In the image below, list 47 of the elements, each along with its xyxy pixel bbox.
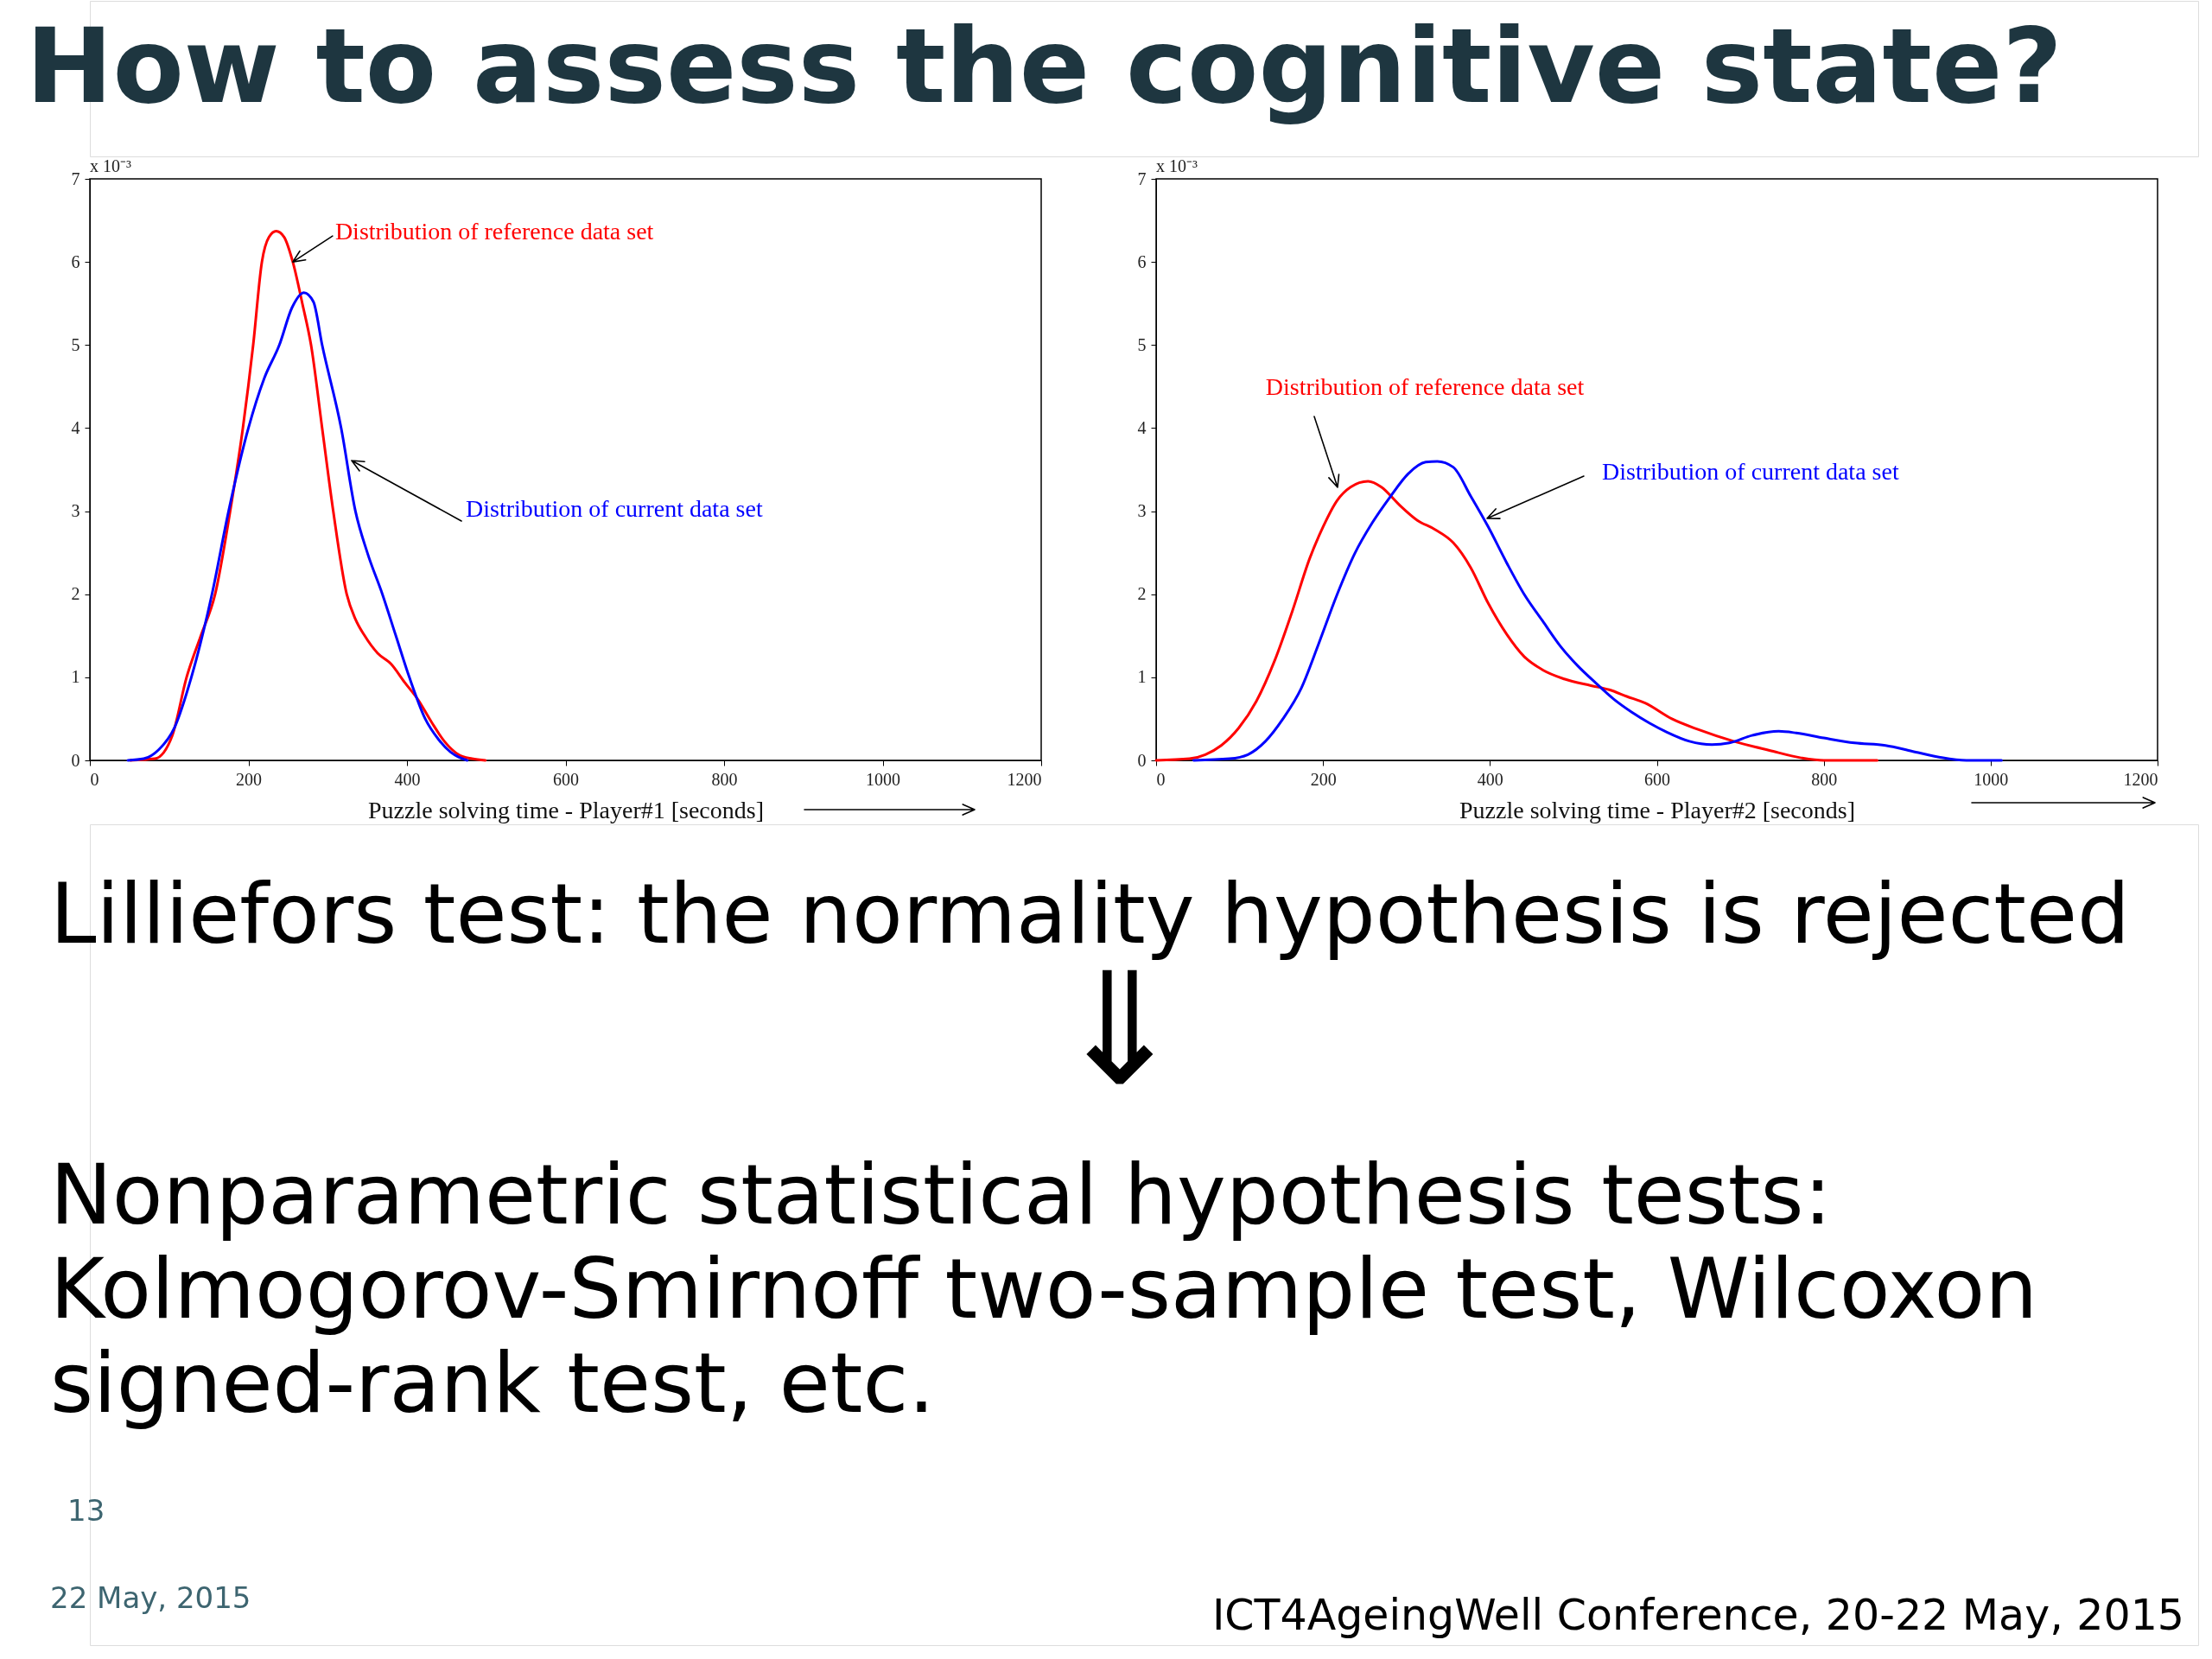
x-tick-label: 1000: [866, 769, 900, 789]
x-tick-label: 0: [1156, 769, 1166, 789]
annotation: Distribution of current data set: [1602, 458, 1899, 485]
text: 22 May, 2015: [50, 1580, 251, 1615]
x-tick-label: 0: [90, 769, 99, 789]
y-tick-label: 2: [1137, 584, 1147, 604]
x-tick-label: 200: [236, 769, 262, 789]
x-tick-label: 200: [1310, 769, 1337, 789]
x-tick-label: 400: [1477, 769, 1503, 789]
text: signed-rank test, etc.: [50, 1335, 935, 1432]
y-tick-label: 5: [71, 334, 80, 354]
annotation: Distribution of reference data set: [334, 218, 654, 245]
x-axis-title: Puzzle solving time - Player#2 [seconds]: [1459, 796, 1856, 823]
y-tick-label: 5: [1137, 334, 1147, 354]
text: How to assess the cognitive state?: [26, 6, 2063, 126]
line-series: [1154, 480, 1878, 762]
line-series: [1192, 460, 2003, 762]
text: Nonparametric statistical hypothesis tests:: [50, 1147, 1832, 1243]
x-tick-label: 400: [394, 769, 421, 789]
text: 13: [67, 1493, 105, 1528]
text: x 10⁻³: [1156, 156, 1198, 175]
x-tick-label: 1200: [1007, 769, 1042, 789]
y-tick-label: 1: [71, 667, 80, 687]
x-tick-label: 600: [553, 769, 579, 789]
text: x 10⁻³: [90, 156, 131, 175]
y-tick-label: 3: [1137, 501, 1147, 521]
y-tick-label: 0: [1137, 750, 1147, 770]
y-tick-label: 1: [1137, 667, 1147, 687]
y-tick-label: 4: [1137, 417, 1147, 437]
text: ICT4AgeingWell Conference, 20-22 May, 2015: [1211, 1591, 2184, 1640]
y-tick-label: 7: [1137, 168, 1147, 188]
y-tick-label: 2: [71, 584, 80, 604]
y-tick-label: 0: [71, 750, 80, 770]
x-tick-label: 800: [1811, 769, 1838, 789]
annotation: Distribution of current data set: [466, 495, 763, 522]
annotation: Distribution of reference data set: [1265, 373, 1585, 400]
y-tick-label: 3: [71, 501, 80, 521]
x-axis-title: Puzzle solving time - Player#1 [seconds]: [367, 796, 765, 823]
y-tick-label: 6: [71, 251, 80, 271]
y-tick-label: 4: [71, 417, 80, 437]
x-tick-label: 600: [1644, 769, 1670, 789]
x-tick-label: 800: [711, 769, 738, 789]
y-tick-label: 7: [71, 168, 80, 188]
y-tick-label: 6: [1137, 251, 1147, 271]
text: Kolmogorov-Smirnoff two-sample test, Wilcoxon: [50, 1241, 2038, 1338]
x-tick-label: 1000: [1974, 769, 2009, 789]
x-tick-label: 1200: [2123, 769, 2158, 789]
